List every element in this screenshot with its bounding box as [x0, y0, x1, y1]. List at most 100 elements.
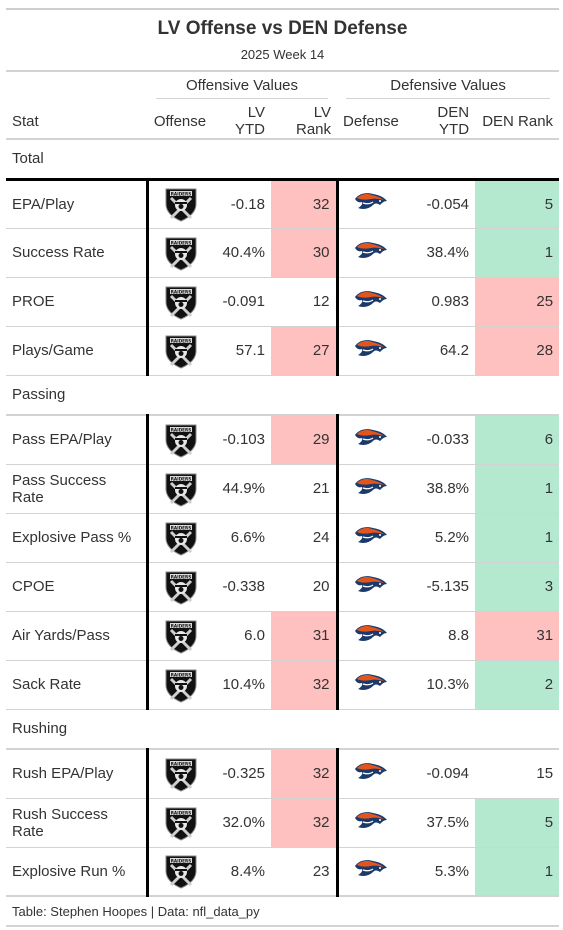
raiders-logo-icon: RAIDERS: [165, 188, 197, 222]
stat-name-cell: Pass Success Rate: [6, 464, 147, 514]
stat-name-cell: Explosive Pass %: [6, 513, 147, 563]
lv-ytd-cell: 32.0%: [213, 798, 271, 848]
spanner-defense-label: Defensive Values: [346, 77, 551, 99]
spanner-row: Offensive Values Defensive Values: [6, 72, 559, 104]
broncos-logo-icon: [354, 811, 387, 828]
group-label: Rushing: [6, 709, 560, 750]
col-header-defense: Defense: [337, 104, 404, 140]
matchup-table-container: LV Offense vs DEN Defense 2025 Week 14 O…: [6, 8, 560, 927]
svg-text:RAIDERS: RAIDERS: [170, 810, 191, 815]
offense-logo-cell: RAIDERS: [145, 415, 213, 465]
lv-rank-cell: 27: [271, 326, 339, 376]
svg-text:RAIDERS: RAIDERS: [170, 672, 191, 677]
offense-logo-cell: RAIDERS: [145, 513, 213, 563]
column-header-row: Stat Offense LV YTD LV Rank Defense DEN …: [6, 104, 560, 140]
col-header-den-rank: DEN Rank: [475, 104, 560, 140]
den-ytd-cell: 38.4%: [403, 228, 476, 278]
offense-logo-cell: RAIDERS: [145, 798, 213, 848]
broncos-logo-icon: [354, 860, 387, 877]
group-header-row: Passing: [6, 375, 560, 416]
broncos-logo-icon: [354, 624, 387, 641]
stat-name-cell: Pass EPA/Play: [6, 415, 147, 465]
spanner-offense-label: Offensive Values: [156, 77, 329, 99]
offense-logo-cell: RAIDERS: [145, 179, 213, 229]
lv-ytd-cell: 40.4%: [213, 228, 271, 278]
broncos-logo-icon: [354, 193, 387, 209]
lv-rank-cell: 32: [271, 798, 339, 848]
broncos-logo-icon: [354, 575, 387, 592]
den-rank-cell: 1: [475, 847, 560, 897]
raiders-logo-icon: RAIDERS: [165, 473, 197, 507]
offense-logo-cell: RAIDERS: [145, 277, 213, 327]
lv-ytd-cell: 8.4%: [213, 847, 271, 897]
col-header-den-ytd: DEN YTD: [403, 104, 476, 140]
broncos-logo-icon: [354, 526, 387, 543]
svg-text:RAIDERS: RAIDERS: [170, 289, 191, 294]
lv-rank-cell: 32: [271, 660, 339, 710]
table-row: Explosive Pass % RAIDERS 6.6% 24 5.2% 1: [6, 513, 560, 563]
den-rank-cell: 15: [475, 749, 560, 799]
den-rank-cell: 1: [475, 513, 560, 563]
stat-name-cell: Rush Success Rate: [6, 798, 147, 848]
den-ytd-cell: 10.3%: [403, 660, 476, 710]
defense-logo-cell: [337, 798, 404, 848]
raiders-logo-icon: RAIDERS: [165, 620, 197, 654]
svg-text:RAIDERS: RAIDERS: [170, 476, 191, 481]
den-ytd-cell: -0.054: [403, 179, 476, 229]
offense-logo-cell: RAIDERS: [145, 326, 213, 376]
offense-logo-cell: RAIDERS: [145, 562, 213, 612]
svg-text:RAIDERS: RAIDERS: [170, 859, 191, 864]
defense-logo-cell: [337, 513, 404, 563]
lv-ytd-cell: -0.325: [213, 749, 271, 799]
den-ytd-cell: -0.094: [403, 749, 476, 799]
table-title: LV Offense vs DEN Defense: [157, 18, 408, 39]
den-ytd-cell: 38.8%: [403, 464, 476, 514]
spanner-defense: Defensive Values: [337, 72, 559, 104]
den-ytd-cell: -5.135: [403, 562, 476, 612]
den-ytd-cell: 64.2: [403, 326, 476, 376]
lv-ytd-cell: 10.4%: [213, 660, 271, 710]
group-header-row: Total: [6, 139, 560, 181]
stat-name-cell: PROE: [6, 277, 147, 327]
den-rank-cell: 5: [475, 179, 560, 229]
stat-name-cell: Sack Rate: [6, 660, 147, 710]
spanner-empty: [6, 72, 147, 104]
den-rank-cell: 3: [475, 562, 560, 612]
table-footer: Table: Stephen Hoopes | Data: nfl_data_p…: [6, 897, 559, 927]
lv-rank-cell: 23: [271, 847, 339, 897]
den-ytd-cell: 8.8: [403, 611, 476, 661]
svg-text:RAIDERS: RAIDERS: [170, 574, 191, 579]
stat-name-cell: Air Yards/Pass: [6, 611, 147, 661]
raiders-logo-icon: RAIDERS: [165, 424, 197, 458]
spanner-offense: Offensive Values: [147, 72, 337, 104]
defense-logo-cell: [337, 277, 404, 327]
lv-rank-cell: 31: [271, 611, 339, 661]
col-header-lv-rank: LV Rank: [271, 104, 338, 140]
defense-logo-cell: [337, 228, 404, 278]
svg-text:RAIDERS: RAIDERS: [170, 338, 191, 343]
raiders-logo-icon: RAIDERS: [165, 237, 197, 271]
offense-logo-cell: RAIDERS: [145, 749, 213, 799]
lv-rank-cell: 20: [271, 562, 339, 612]
lv-rank-cell: 12: [271, 277, 339, 327]
table-row: CPOE RAIDERS -0.338 20 -5.135 3: [6, 562, 560, 612]
table-body: Total EPA/Play RAIDERS -0.18 32 -0.054 5 Succes…: [6, 139, 560, 897]
lv-ytd-cell: -0.338: [213, 562, 271, 612]
broncos-logo-icon: [354, 241, 387, 258]
defense-logo-cell: [337, 464, 404, 514]
den-rank-cell: 6: [475, 415, 560, 465]
lv-rank-cell: 29: [271, 415, 339, 465]
raiders-logo-icon: RAIDERS: [165, 571, 197, 605]
table-row: Air Yards/Pass RAIDERS 6.0 31 8.8 31: [6, 611, 560, 661]
col-header-stat: Stat: [6, 104, 147, 140]
svg-text:RAIDERS: RAIDERS: [170, 427, 191, 432]
raiders-logo-icon: RAIDERS: [165, 669, 197, 703]
table-row: EPA/Play RAIDERS -0.18 32 -0.054 5: [6, 179, 560, 229]
offense-logo-cell: RAIDERS: [145, 228, 213, 278]
offense-logo-cell: RAIDERS: [145, 847, 213, 897]
svg-text:RAIDERS: RAIDERS: [170, 191, 191, 196]
den-rank-cell: 31: [475, 611, 560, 661]
defense-logo-cell: [337, 749, 404, 799]
stat-name-cell: Rush EPA/Play: [6, 749, 147, 799]
table-row: Rush Success Rate RAIDERS 32.0% 32 37.5% 5: [6, 798, 560, 848]
